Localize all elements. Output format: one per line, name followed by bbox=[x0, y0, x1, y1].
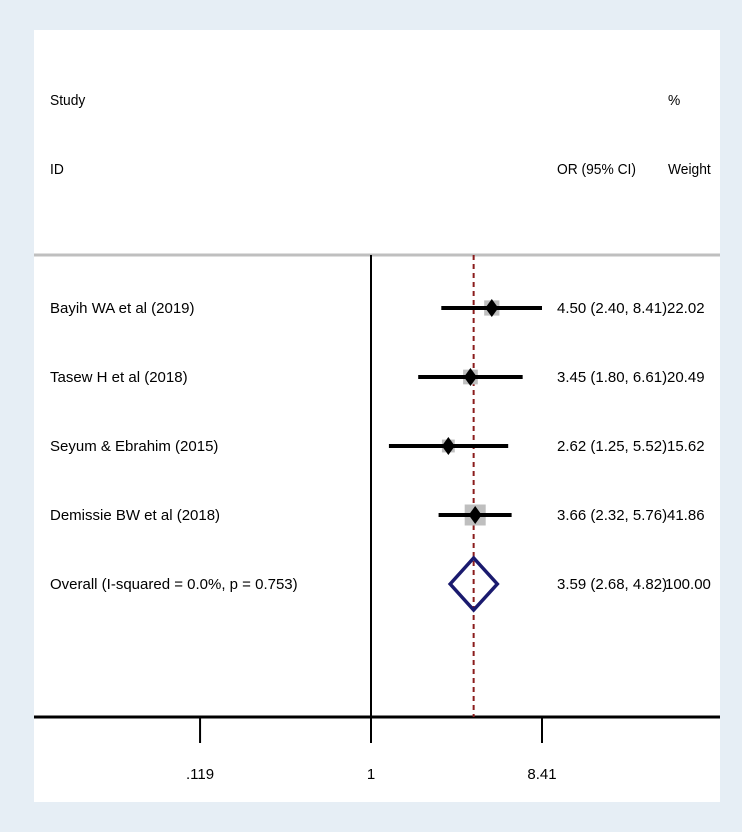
overall-row: Overall (I-squared = 0.0%, p = 0.753) 3.5… bbox=[50, 555, 711, 613]
study-label: Bayih WA et al (2019) bbox=[50, 300, 195, 317]
point-estimate-marker bbox=[468, 506, 482, 524]
pooled-diamond bbox=[447, 555, 500, 613]
weight-text: 15.62 bbox=[667, 438, 705, 455]
header-pct: % bbox=[668, 92, 681, 109]
header-ci: OR (95% CI) bbox=[557, 161, 636, 178]
weight-text: 41.86 bbox=[667, 507, 705, 524]
ci-text: 3.45 (1.80, 6.61) bbox=[557, 369, 667, 386]
header-weight: Weight bbox=[668, 161, 711, 178]
study-row: Bayih WA et al (2019) 4.50 (2.40, 8.41) 22… bbox=[50, 299, 705, 317]
study-label: Demissie BW et al (2018) bbox=[50, 507, 220, 524]
x-tick-label: 1 bbox=[367, 766, 375, 783]
ci-text: 3.66 (2.32, 5.76) bbox=[557, 507, 667, 524]
forest-plot: Bayih WA et al (2019) 4.50 (2.40, 8.41) 22… bbox=[34, 253, 720, 783]
overall-label: Overall (I-squared = 0.0%, p = 0.753) bbox=[50, 576, 298, 593]
overall-weight-text: 100.00 bbox=[665, 576, 711, 593]
study-label: Seyum & Ebrahim (2015) bbox=[50, 438, 218, 455]
study-row: Demissie BW et al (2018) 3.66 (2.32, 5.76… bbox=[50, 504, 705, 526]
point-estimate-marker bbox=[485, 299, 499, 317]
weight-text: 22.02 bbox=[667, 300, 705, 317]
study-label: Tasew H et al (2018) bbox=[50, 369, 188, 386]
overall-ci-text: 3.59 (2.68, 4.82) bbox=[557, 576, 667, 593]
plot-panel: Study ID OR (95% CI) % Weight Bayih WA e… bbox=[34, 30, 720, 802]
header-id: ID bbox=[50, 161, 64, 178]
study-row: Tasew H et al (2018) 3.45 (1.80, 6.61) 20.… bbox=[50, 368, 705, 386]
ci-text: 4.50 (2.40, 8.41) bbox=[557, 300, 667, 317]
study-row: Seyum & Ebrahim (2015) 2.62 (1.25, 5.52) 1… bbox=[50, 437, 705, 455]
point-estimate-marker bbox=[463, 368, 477, 386]
x-tick-label: 8.41 bbox=[527, 766, 556, 783]
weight-text: 20.49 bbox=[667, 369, 705, 386]
ci-text: 2.62 (1.25, 5.52) bbox=[557, 438, 667, 455]
point-estimate-marker bbox=[441, 437, 455, 455]
header-study: Study bbox=[50, 92, 86, 109]
x-tick-label: .119 bbox=[186, 766, 214, 783]
